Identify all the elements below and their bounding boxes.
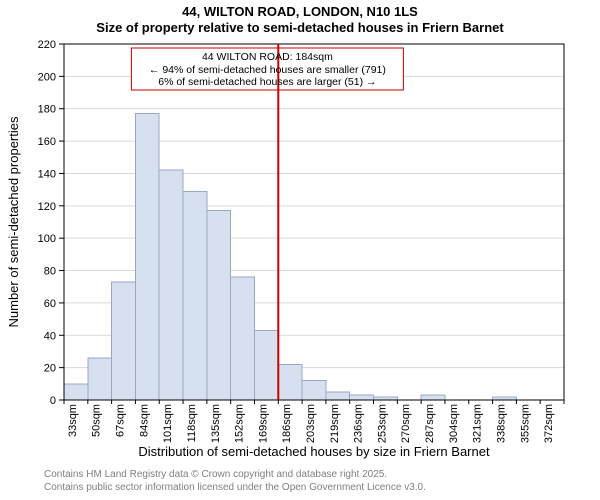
y-tick-label: 80 bbox=[44, 266, 56, 278]
x-tick-label: 152sqm bbox=[234, 404, 246, 443]
x-tick-label: 338sqm bbox=[495, 404, 507, 443]
chart-container: 44, WILTON ROAD, LONDON, N10 1LS Size of… bbox=[0, 0, 600, 500]
x-tick-label: 50sqm bbox=[91, 404, 103, 437]
y-tick-label: 220 bbox=[38, 39, 56, 51]
histogram-bar bbox=[326, 392, 350, 400]
histogram-bar bbox=[112, 282, 136, 400]
histogram-bar bbox=[421, 395, 445, 400]
y-tick-label: 160 bbox=[38, 136, 56, 148]
y-tick-label: 20 bbox=[44, 363, 56, 375]
histogram-plot: 0 20 40 60 80 100 120 140 160 180 200 220 33sqm 50sqm… bbox=[0, 0, 600, 470]
y-tick-label: 60 bbox=[44, 298, 56, 310]
footer-attribution: Contains HM Land Registry data © Crown c… bbox=[44, 469, 426, 494]
y-tick-label: 200 bbox=[38, 71, 56, 83]
x-tick-label: 33sqm bbox=[67, 404, 79, 437]
x-tick-label: 253sqm bbox=[376, 404, 388, 443]
histogram-bar bbox=[207, 211, 231, 400]
x-tick-label: 186sqm bbox=[281, 404, 293, 443]
histogram-bar bbox=[183, 191, 207, 400]
annotation-line3: 6% of semi-detached houses are larger (5… bbox=[158, 76, 376, 88]
y-axis-label: Number of semi-detached properties bbox=[6, 116, 21, 327]
y-tick-label: 120 bbox=[38, 201, 56, 213]
x-tick-label: 355sqm bbox=[519, 404, 531, 443]
x-tick-label: 118sqm bbox=[186, 404, 198, 442]
histogram-bar bbox=[254, 330, 278, 400]
x-tick-label: 84sqm bbox=[138, 404, 150, 437]
x-tick-label: 287sqm bbox=[424, 404, 436, 443]
x-tick-label: 321sqm bbox=[472, 404, 484, 443]
y-tick-label: 180 bbox=[38, 104, 56, 116]
histogram-bar bbox=[64, 384, 88, 400]
histogram-bar bbox=[278, 364, 302, 400]
footer-line2: Contains public sector information licen… bbox=[44, 482, 426, 495]
x-tick-label: 219sqm bbox=[329, 404, 341, 443]
x-tick-label: 270sqm bbox=[400, 404, 412, 443]
x-tick-label: 236sqm bbox=[353, 404, 365, 443]
x-tick-label: 135sqm bbox=[210, 404, 222, 443]
histogram-bar bbox=[88, 358, 112, 400]
y-tick-label: 140 bbox=[38, 168, 56, 180]
histogram-bar bbox=[231, 277, 255, 400]
histogram-bar bbox=[350, 395, 374, 400]
annotation-line1: 44 WILTON ROAD: 184sqm bbox=[202, 51, 333, 63]
x-axis-label: Distribution of semi-detached houses by … bbox=[138, 444, 490, 459]
x-tick-label: 67sqm bbox=[115, 404, 127, 437]
x-tick-label: 169sqm bbox=[257, 404, 269, 443]
annotation-line2: ← 94% of semi-detached houses are smalle… bbox=[149, 64, 386, 76]
y-tick-label: 0 bbox=[50, 395, 56, 407]
histogram-bar bbox=[135, 114, 159, 400]
histogram-bar bbox=[159, 170, 183, 400]
y-tick-label: 40 bbox=[44, 330, 56, 342]
histogram-bar bbox=[302, 381, 326, 400]
y-tick-label: 100 bbox=[38, 233, 56, 245]
x-tick-label: 101sqm bbox=[162, 404, 174, 443]
x-tick-label: 304sqm bbox=[448, 404, 460, 443]
x-tick-label: 372sqm bbox=[543, 404, 555, 443]
x-tick-label: 203sqm bbox=[305, 404, 317, 443]
footer-line1: Contains HM Land Registry data © Crown c… bbox=[44, 469, 426, 482]
